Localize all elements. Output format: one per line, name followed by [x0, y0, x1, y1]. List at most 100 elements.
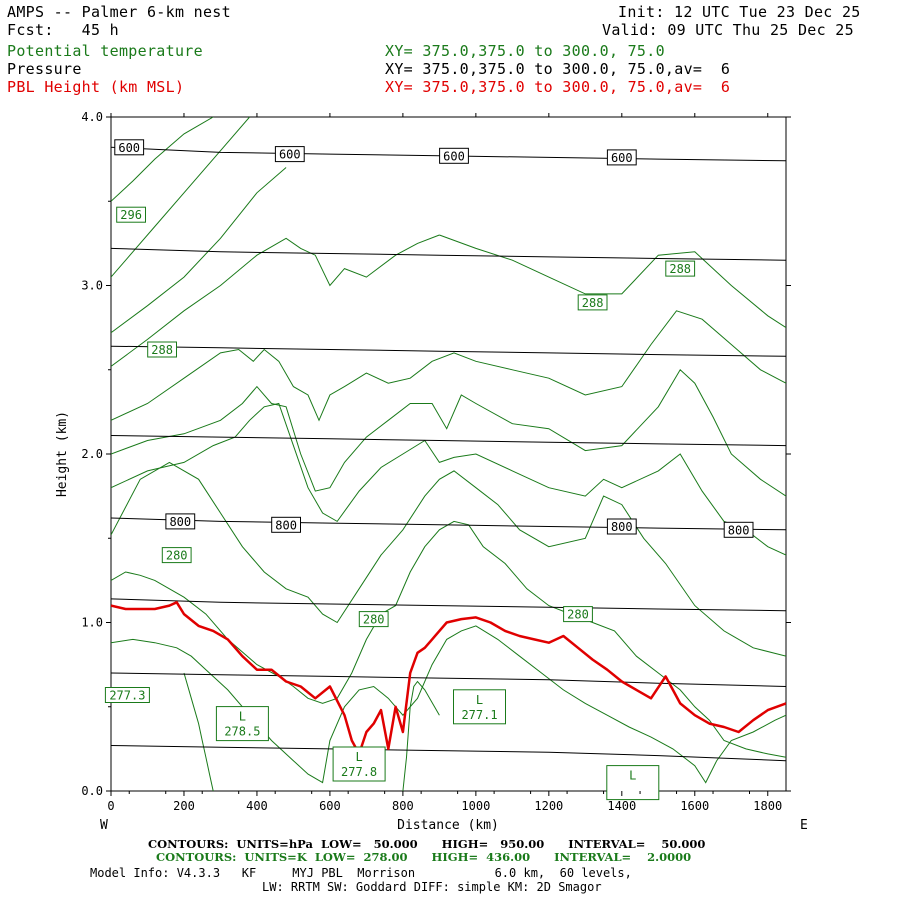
theta-contour-line: [111, 625, 786, 784]
pressure-label-box: [606, 518, 637, 535]
field-name-pressure: Pressure: [7, 60, 82, 78]
low-center-box: [215, 706, 269, 742]
theta-label-box: [161, 547, 192, 564]
model-info: Model Info: V4.3.3 KF MYJ PBL Morrison 6…: [90, 866, 632, 880]
pressure-line-850: [111, 598, 786, 612]
field-xy-pbl: XY= 375.0,375.0 to 300.0, 75.0,av= 6: [385, 78, 731, 96]
y-tick-label: 0.0: [81, 784, 103, 798]
pressure-line-800: [111, 517, 786, 531]
theta-contour-line: [111, 117, 250, 278]
x-tick-label: 400: [246, 799, 268, 813]
x-tick-label: 1000: [461, 799, 490, 813]
theta-label-box: [116, 206, 146, 223]
init-time: Init: 12 UTC Tue 23 Dec 25: [618, 3, 861, 21]
pressure-contours: [111, 146, 786, 762]
x-tick-label: 800: [392, 799, 414, 813]
pressure-label-box: [606, 149, 637, 166]
pressure-label-box: [114, 139, 145, 156]
field-name-pbl: PBL Height (km MSL): [7, 78, 185, 96]
theta-label: 288: [582, 296, 604, 310]
pressure-label-box: [723, 521, 754, 538]
x-axis-title: Distance (km): [397, 818, 499, 833]
theta-label: 288: [151, 343, 173, 357]
low-center-mark: L: [239, 710, 246, 724]
theta-contour-line: [183, 672, 214, 791]
pressure-line-900: [111, 672, 786, 687]
pbl-height-line: [111, 601, 786, 756]
low-center-value: 278.5: [224, 725, 260, 739]
x-tick-label: 600: [319, 799, 341, 813]
y-axis-title: Height (km): [55, 411, 70, 497]
theta-contour-info: CONTOURS: UNITS=K LOW= 278.00 HIGH= 436.…: [156, 850, 692, 864]
theta-label: 280: [166, 549, 188, 563]
low-center-mark: L: [476, 693, 483, 707]
theta-contour-line: [111, 402, 786, 556]
x-tick-label: 1400: [607, 799, 636, 813]
pressure-label: 800: [275, 518, 297, 532]
pressure-label: 800: [169, 515, 191, 529]
theta-label: 277.3: [109, 689, 145, 703]
x-tick-label: 200: [173, 799, 195, 813]
y-tick-label: 1.0: [81, 616, 103, 630]
pressure-line-650: [111, 247, 786, 261]
theta-label: 288: [669, 262, 691, 276]
theta-label: 296: [120, 208, 142, 222]
y-tick-label: 2.0: [81, 447, 103, 461]
pressure-label-box: [439, 147, 469, 164]
forecast-hour: Fcst: 45 h: [7, 21, 119, 39]
theta-contour-line: [111, 461, 786, 657]
theta-contour-line: [111, 369, 786, 497]
pressure-line-750: [111, 435, 786, 447]
x-tick-label: 1800: [753, 799, 782, 813]
theta-contour-line: [402, 680, 440, 791]
theta-contour-line: [111, 167, 287, 334]
pressure-line-700: [111, 345, 786, 357]
theta-label-box: [104, 687, 150, 703]
theta-label-box: [563, 606, 593, 623]
model-title: AMPS -- Palmer 6-km nest: [7, 3, 231, 21]
axes: 0 200 400 600 800 1000 1200 1400 1600 1800 0.0 1.0 2…: [81, 110, 791, 813]
theta-label-box: [665, 260, 696, 277]
field-xy-theta: XY= 375.0,375.0 to 300.0, 75.0: [385, 42, 665, 60]
pressure-label: 600: [611, 151, 633, 165]
field-name-theta: Potential temperature: [7, 42, 203, 60]
theta-contour-line: [111, 234, 440, 367]
theta-contours: [111, 117, 786, 791]
pressure-label: 800: [611, 520, 633, 534]
plot-frame: [110, 116, 787, 792]
low-center-value: 277.1: [461, 708, 497, 722]
east-label: E: [800, 818, 808, 833]
pressure-label-box: [271, 516, 302, 533]
theta-label-box: [147, 341, 177, 358]
theta-contour-line: [439, 234, 786, 329]
low-center-box: [332, 746, 386, 782]
x-tick-label: 0: [107, 799, 114, 813]
low-center-value: 277.8: [341, 765, 377, 779]
x-tick-label: 1600: [680, 799, 709, 813]
pressure-line-950: [111, 745, 786, 762]
theta-label-box: [358, 611, 389, 628]
theta-contour-line: [111, 310, 786, 422]
low-center-box: [606, 765, 660, 801]
pressure-label: 600: [118, 141, 140, 155]
y-tick-label: 4.0: [81, 110, 103, 124]
pbl-height-series: [111, 601, 786, 756]
theta-label-box: [577, 294, 608, 311]
pressure-contour-info: CONTOURS: UNITS=hPa LOW= 50.000 HIGH= 95…: [148, 837, 706, 851]
pressure-label: 600: [443, 149, 465, 163]
field-xy-pressure: XY= 375.0,375.0 to 300.0, 75.0,av= 6: [385, 60, 731, 78]
pressure-label: 600: [279, 148, 301, 162]
valid-time: Valid: 09 UTC Thu 25 Dec 25: [602, 21, 854, 39]
theta-contour-line: [111, 117, 214, 202]
pressure-label: 800: [728, 523, 750, 537]
west-label: W: [100, 818, 108, 833]
low-center-mark: L: [355, 750, 362, 764]
theta-contour-line: [111, 520, 786, 758]
low-center-mark: L: [629, 769, 636, 783]
contour-labels: 600 600 600 600 800 800 800 800 296 288 288 288 280 2…: [104, 139, 754, 801]
low-center-box: [453, 689, 506, 725]
theta-label: 280: [567, 608, 589, 622]
physics-info: LW: RRTM SW: Goddard DIFF: simple KM: 2D…: [262, 880, 602, 894]
y-tick-label: 3.0: [81, 279, 103, 293]
